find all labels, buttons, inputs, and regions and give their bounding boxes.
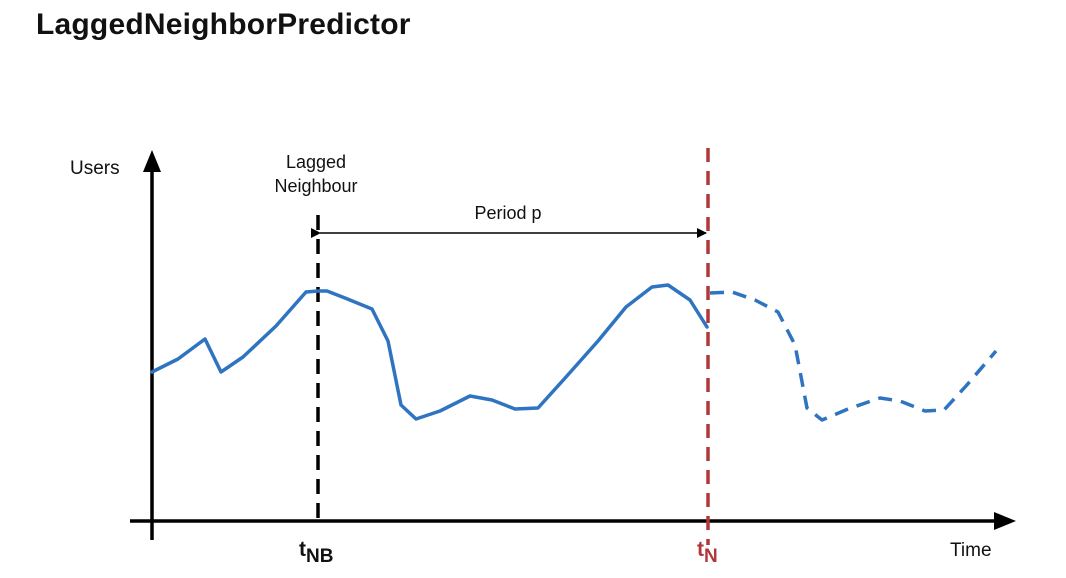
lagged-label-line2: Neighbour bbox=[274, 176, 357, 196]
t-nb-base: t bbox=[299, 538, 306, 561]
t-nb-sub: NB bbox=[306, 546, 333, 567]
t-n-sub: N bbox=[704, 546, 718, 567]
y-axis-label: Users bbox=[70, 158, 120, 179]
t-n-base: t bbox=[697, 538, 704, 561]
observed-series-line bbox=[150, 283, 709, 421]
y-axis-arrow bbox=[143, 150, 161, 172]
predicted-series-line bbox=[709, 290, 998, 422]
page-title: LaggedNeighborPredictor bbox=[36, 8, 411, 41]
x-axis-arrow bbox=[994, 512, 1016, 530]
lagged-label-line1: Lagged bbox=[286, 152, 346, 172]
t-nb-label: tNB bbox=[299, 538, 333, 567]
x-axis-label: Time bbox=[950, 540, 992, 561]
period-label: Period p bbox=[474, 203, 541, 223]
t-n-label: tN bbox=[697, 538, 718, 567]
